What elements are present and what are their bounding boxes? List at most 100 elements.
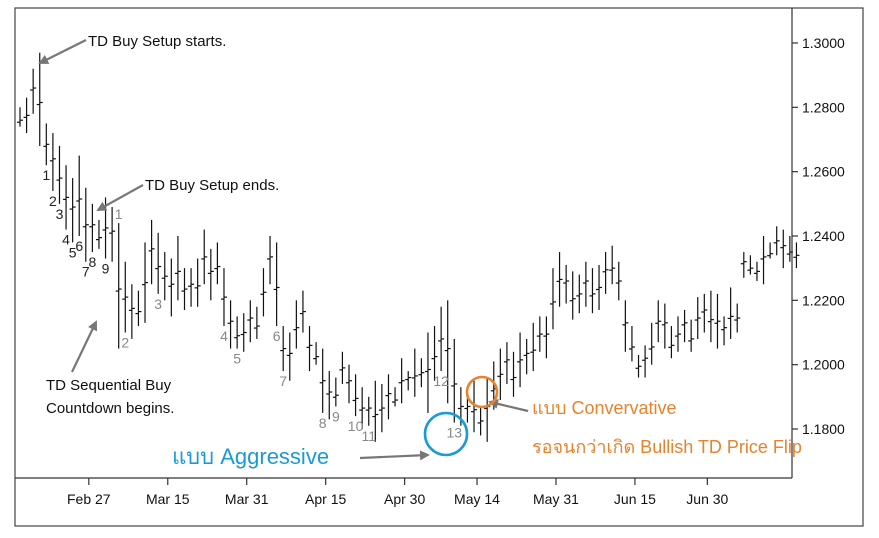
price-bar xyxy=(727,287,734,339)
price-bar xyxy=(767,242,774,259)
price-bar xyxy=(76,155,83,236)
price-bar xyxy=(530,322,537,372)
price-bar xyxy=(444,300,451,404)
price-bar xyxy=(635,355,642,378)
price-bar xyxy=(194,258,201,307)
price-bar xyxy=(188,268,195,307)
arrow-setup-start xyxy=(38,39,87,64)
price-bar xyxy=(582,261,589,307)
price-bars xyxy=(17,52,800,442)
price-bar xyxy=(23,97,30,134)
price-bar xyxy=(207,248,214,301)
price-bar xyxy=(675,316,681,352)
price-bar xyxy=(661,303,668,349)
price-bar xyxy=(464,396,471,423)
price-bar xyxy=(332,377,339,407)
price-bar xyxy=(510,351,517,397)
td-count-label: 2 xyxy=(121,335,129,351)
price-bar xyxy=(773,226,780,256)
outer-border xyxy=(14,7,864,527)
x-tick-label: Apr 15 xyxy=(305,491,346,507)
price-bar xyxy=(392,387,399,407)
price-bar xyxy=(306,326,313,372)
price-bar xyxy=(760,236,767,285)
price-bar xyxy=(688,319,695,352)
price-bar xyxy=(128,284,135,339)
price-bar xyxy=(642,345,649,378)
price-bar xyxy=(95,219,102,249)
td-count-label: 6 xyxy=(75,238,83,254)
price-bar xyxy=(576,274,583,314)
y-tick-label: 1.2000 xyxy=(802,357,845,373)
td-count-label: 3 xyxy=(56,206,64,222)
price-bar xyxy=(471,380,478,433)
td-count-label: 13 xyxy=(446,425,462,441)
price-bar xyxy=(609,245,616,285)
x-tick-label: Mar 31 xyxy=(225,491,269,507)
price-bar xyxy=(286,332,293,381)
y-tick-label: 1.1800 xyxy=(802,421,845,437)
price-bar xyxy=(253,306,260,339)
td-count-label: 3 xyxy=(154,296,162,312)
price-bar xyxy=(563,264,570,304)
price-bar xyxy=(602,252,609,294)
price-bar xyxy=(385,374,392,420)
price-bar xyxy=(247,300,254,343)
price-bar xyxy=(174,236,181,301)
price-bar xyxy=(701,293,708,333)
price-bar xyxy=(596,264,603,310)
annotations: TD Buy Setup starts. TD Buy Setup ends. … xyxy=(38,33,802,469)
price-bar xyxy=(503,342,510,384)
price-bar xyxy=(313,342,320,365)
y-tick-label: 1.2200 xyxy=(802,292,845,308)
x-tick-label: May 14 xyxy=(454,491,500,507)
x-tick-label: Jun 15 xyxy=(614,491,656,507)
price-bar xyxy=(438,306,445,372)
price-bar xyxy=(319,348,326,413)
price-bar xyxy=(497,348,504,401)
price-bar xyxy=(273,242,280,327)
price-bar xyxy=(43,123,50,166)
y-tick-label: 1.2800 xyxy=(802,99,845,115)
td-count-label: 1 xyxy=(42,167,50,183)
price-bar xyxy=(365,396,372,426)
price-bar xyxy=(339,351,346,384)
price-bar xyxy=(240,313,247,352)
td-count-label: 4 xyxy=(220,328,228,344)
price-bar xyxy=(82,187,89,262)
price-bar xyxy=(589,268,596,314)
price-bar xyxy=(293,300,300,349)
price-bar xyxy=(694,297,701,339)
price-bar xyxy=(56,145,63,204)
td-count-label: 9 xyxy=(332,408,340,424)
y-tick-label: 1.2600 xyxy=(802,164,845,180)
price-bar xyxy=(49,133,56,191)
td-count-label: 4 xyxy=(62,232,70,248)
price-bar xyxy=(168,258,175,317)
price-bar xyxy=(260,268,267,317)
td-count-label: 8 xyxy=(319,415,327,431)
price-bar xyxy=(220,268,227,327)
td-count-label: 5 xyxy=(69,244,77,260)
price-bar xyxy=(69,178,76,243)
price-bar xyxy=(135,290,142,327)
price-bar xyxy=(543,316,550,359)
price-bar xyxy=(418,358,425,388)
price-bar xyxy=(523,338,530,375)
price-bar xyxy=(63,165,70,230)
annotation-setup-start: TD Buy Setup starts. xyxy=(88,33,226,50)
annotation-countdown-line1: TD Sequential Buy xyxy=(46,377,172,394)
price-bar xyxy=(299,290,306,333)
price-bar xyxy=(17,107,23,127)
price-bar xyxy=(346,364,352,404)
price-bar xyxy=(648,322,655,365)
chart-frame xyxy=(14,7,864,527)
price-bar xyxy=(372,380,379,442)
price-bar xyxy=(786,236,793,262)
price-bar xyxy=(793,242,800,269)
price-bar xyxy=(89,203,96,253)
price-bar xyxy=(734,303,741,333)
price-bar xyxy=(181,268,188,310)
price-bar xyxy=(411,348,418,397)
